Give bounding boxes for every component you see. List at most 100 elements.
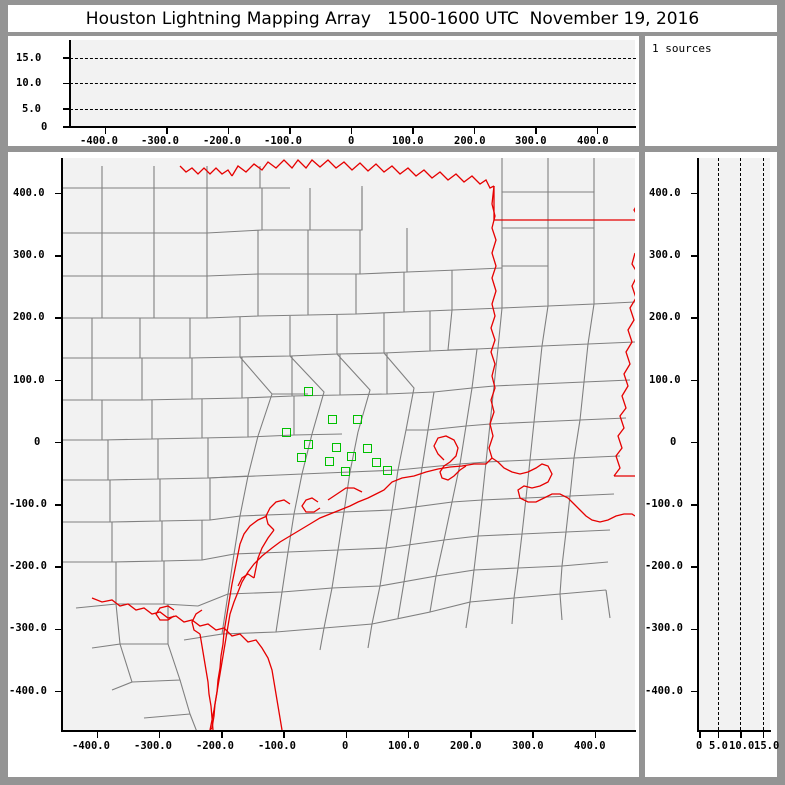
map-xtick-label-400: 400.0 bbox=[574, 740, 606, 752]
station-marker bbox=[362, 444, 372, 454]
map-ytick-label-100: 100.0 bbox=[13, 374, 45, 386]
map-ytick-label-400: 400.0 bbox=[13, 187, 45, 199]
xtick-m300 bbox=[166, 127, 168, 134]
side-ytick-label-0: 0 bbox=[670, 436, 677, 448]
side-ytick-label-100: 100.0 bbox=[649, 374, 681, 386]
map-ytick-label-200: 200.0 bbox=[13, 311, 45, 323]
xtick-label-200: 200.0 bbox=[454, 135, 486, 147]
plan-view-map-panel[interactable]: 400.0 300.0 200.0 100.0 0 -100.0 -200.0 … bbox=[8, 152, 639, 777]
side-gridline-x-5 bbox=[717, 158, 719, 730]
station-marker bbox=[347, 451, 357, 461]
map-ytick-label-0: 0 bbox=[34, 436, 41, 448]
map-ytick-label-m200: -200.0 bbox=[9, 560, 47, 572]
map-ytick-label-m100: -100.0 bbox=[9, 498, 47, 510]
side-ytick-label-200: 200.0 bbox=[649, 311, 681, 323]
map-xtick-m100 bbox=[283, 731, 285, 738]
map-geometry bbox=[62, 158, 635, 730]
page-title: Houston Lightning Mapping Array 1500-160… bbox=[85, 8, 700, 29]
map-xtick-label-m100: -100.0 bbox=[258, 740, 296, 752]
station-marker bbox=[353, 414, 363, 424]
map-xtick-300 bbox=[532, 731, 534, 738]
side-xtick-label-0: 0 bbox=[696, 740, 703, 752]
map-ytick-m100 bbox=[55, 504, 62, 506]
side-ytick-label-m100: -100.0 bbox=[645, 498, 683, 510]
ytick-label-0: 0 bbox=[41, 121, 48, 133]
xtick-label-m100: -100.0 bbox=[264, 135, 302, 147]
xtick-label-300: 300.0 bbox=[515, 135, 547, 147]
station-marker bbox=[340, 467, 350, 477]
side-xtick-label-5: 5.0 bbox=[709, 740, 728, 752]
xtick-300 bbox=[535, 127, 537, 134]
map-plot-area[interactable] bbox=[62, 158, 635, 730]
map-xtick-400 bbox=[594, 731, 596, 738]
side-ytick-0 bbox=[691, 441, 698, 444]
ytick-label-5: 5.0 bbox=[22, 103, 41, 115]
ytick-10 bbox=[63, 82, 70, 85]
map-ytick-m200 bbox=[55, 566, 62, 568]
map-xtick-label-200: 200.0 bbox=[450, 740, 482, 752]
xtick-label-400: 400.0 bbox=[577, 135, 609, 147]
side-xtick-5 bbox=[717, 731, 719, 738]
side-ytick-label-m400: -400.0 bbox=[645, 685, 683, 697]
side-xtick-10 bbox=[740, 731, 742, 738]
state-and-coast-borders bbox=[91, 159, 635, 730]
station-marker bbox=[297, 453, 307, 463]
xtick-label-m300: -300.0 bbox=[141, 135, 179, 147]
map-xtick-200 bbox=[470, 731, 472, 738]
side-ytick-m400 bbox=[691, 690, 698, 693]
map-ytick-label-300: 300.0 bbox=[13, 249, 45, 261]
side-xtick-15 bbox=[762, 731, 764, 738]
map-ytick-400 bbox=[55, 192, 62, 195]
map-xtick-label-300: 300.0 bbox=[512, 740, 544, 752]
side-ytick-300 bbox=[691, 255, 698, 257]
side-ytick-label-300: 300.0 bbox=[649, 249, 681, 261]
map-xtick-label-m300: -300.0 bbox=[134, 740, 172, 752]
map-xtick-100 bbox=[407, 731, 410, 738]
station-marker bbox=[303, 386, 313, 396]
map-ytick-m400 bbox=[55, 690, 62, 693]
side-gridline-x-15 bbox=[762, 158, 764, 730]
map-ytick-200 bbox=[55, 317, 62, 319]
map-ytick-300 bbox=[55, 255, 62, 257]
sources-panel: 1 sources bbox=[645, 36, 777, 146]
ytick-label-15: 15.0 bbox=[16, 52, 42, 64]
xtick-400 bbox=[596, 127, 599, 134]
map-ytick-m300 bbox=[55, 628, 62, 630]
map-xtick-label-m400: -400.0 bbox=[72, 740, 110, 752]
side-ytick-100 bbox=[691, 379, 698, 381]
station-marker bbox=[331, 442, 341, 452]
side-ytick-400 bbox=[691, 192, 698, 195]
side-ytick-200 bbox=[691, 317, 698, 319]
station-marker bbox=[372, 458, 382, 468]
title-bar: Houston Lightning Mapping Array 1500-160… bbox=[8, 5, 777, 32]
map-ytick-label-m300: -300.0 bbox=[9, 622, 47, 634]
xtick-label-0: 0 bbox=[348, 135, 355, 147]
xtick-m100 bbox=[289, 127, 291, 134]
gridline-y-10 bbox=[70, 83, 636, 85]
time-height-plot-area bbox=[70, 40, 635, 126]
map-y-axis bbox=[61, 158, 63, 731]
map-xtick-label-m200: -200.0 bbox=[196, 740, 234, 752]
ytick-15 bbox=[63, 57, 70, 59]
station-marker bbox=[382, 465, 392, 475]
side-ytick-label-m200: -200.0 bbox=[645, 560, 683, 572]
xtick-label-100: 100.0 bbox=[392, 135, 424, 147]
xtick-100 bbox=[412, 127, 414, 134]
side-ytick-label-400: 400.0 bbox=[649, 187, 681, 199]
time-height-panel: 15.0 10.0 5.0 0 -400.0 -300.0 -200.0 -10… bbox=[8, 36, 639, 147]
county-borders bbox=[62, 158, 635, 730]
side-ytick-m200 bbox=[691, 566, 698, 568]
sources-count-label: 1 sources bbox=[652, 42, 712, 55]
map-x-axis bbox=[61, 730, 636, 732]
xtick-label-m200: -200.0 bbox=[203, 135, 241, 147]
station-marker bbox=[281, 428, 291, 438]
ytick-0 bbox=[63, 126, 70, 128]
map-xtick-label-100: 100.0 bbox=[388, 740, 420, 752]
side-gridline-x-10 bbox=[740, 158, 741, 730]
side-x-axis bbox=[697, 730, 771, 732]
map-xtick-m400 bbox=[96, 731, 98, 738]
gridline-y-5 bbox=[70, 108, 636, 110]
side-ytick-label-m300: -300.0 bbox=[645, 622, 683, 634]
side-ytick-m100 bbox=[691, 504, 698, 506]
